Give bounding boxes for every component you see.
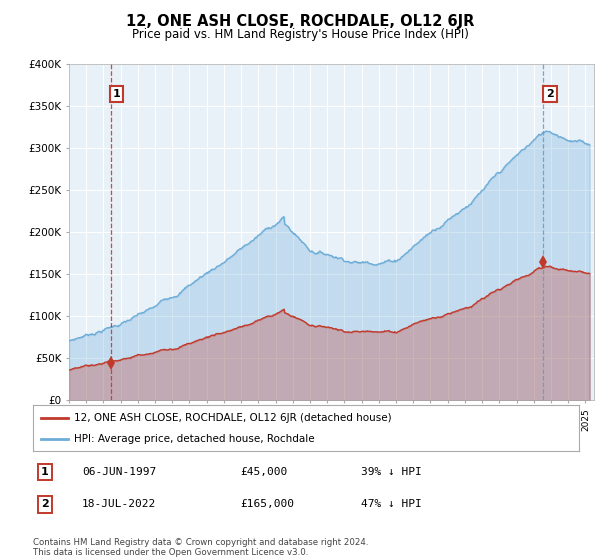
Text: 06-JUN-1997: 06-JUN-1997 [82, 467, 157, 477]
Text: 1: 1 [112, 89, 120, 99]
Text: 12, ONE ASH CLOSE, ROCHDALE, OL12 6JR (detached house): 12, ONE ASH CLOSE, ROCHDALE, OL12 6JR (d… [74, 413, 392, 423]
Text: Price paid vs. HM Land Registry's House Price Index (HPI): Price paid vs. HM Land Registry's House … [131, 28, 469, 41]
Text: 12, ONE ASH CLOSE, ROCHDALE, OL12 6JR: 12, ONE ASH CLOSE, ROCHDALE, OL12 6JR [126, 14, 474, 29]
Text: 2: 2 [41, 500, 49, 510]
Text: 1: 1 [41, 467, 49, 477]
Text: HPI: Average price, detached house, Rochdale: HPI: Average price, detached house, Roch… [74, 434, 314, 444]
Text: £45,000: £45,000 [241, 467, 288, 477]
Text: Contains HM Land Registry data © Crown copyright and database right 2024.
This d: Contains HM Land Registry data © Crown c… [33, 538, 368, 557]
Text: £165,000: £165,000 [241, 500, 295, 510]
Text: 47% ↓ HPI: 47% ↓ HPI [361, 500, 421, 510]
Text: 2: 2 [546, 89, 554, 99]
Text: 18-JUL-2022: 18-JUL-2022 [82, 500, 157, 510]
Text: 39% ↓ HPI: 39% ↓ HPI [361, 467, 421, 477]
